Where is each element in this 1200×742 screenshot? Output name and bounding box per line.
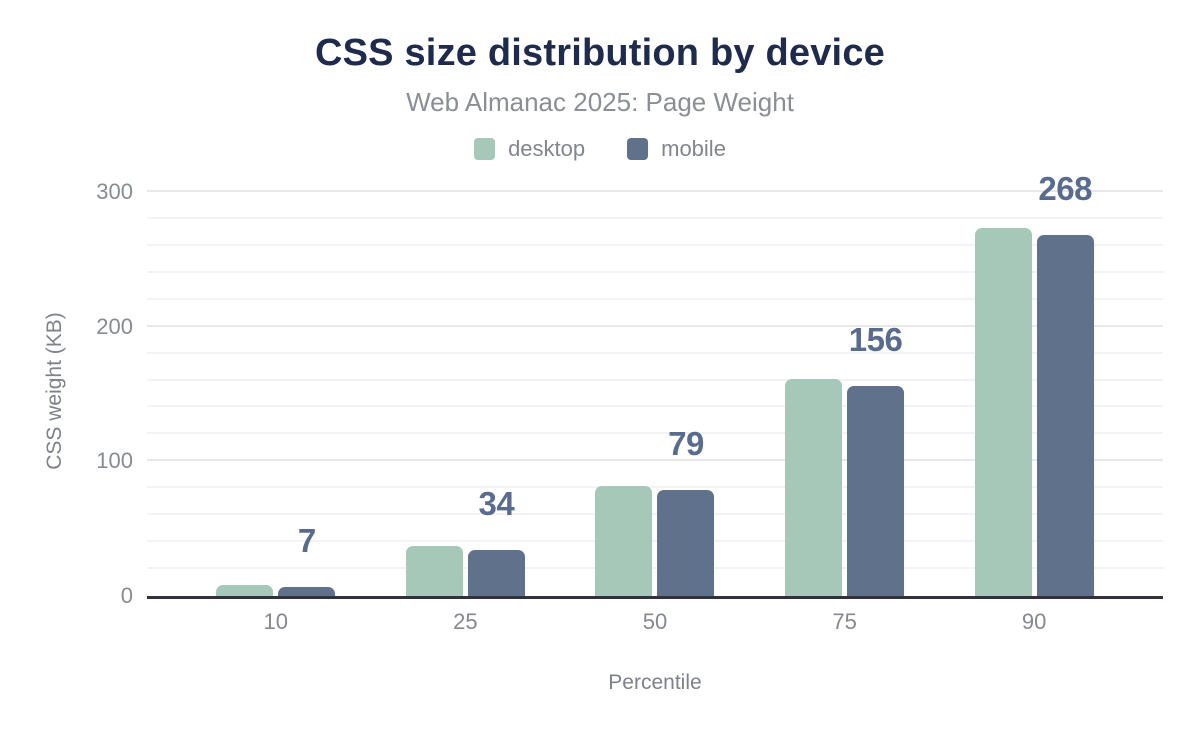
- gridline-280: [147, 216, 1163, 219]
- gridline-80: [147, 486, 1163, 489]
- gridline-200: [147, 324, 1163, 327]
- gridline-260: [147, 243, 1163, 246]
- x-tick-label-75: 75: [832, 609, 857, 634]
- gridline-60: [147, 513, 1163, 516]
- desktop-bar-p90: [974, 228, 1032, 596]
- bar-pair-p50: 79: [595, 427, 715, 596]
- gridline-100: [147, 459, 1163, 462]
- x-tick-label-25: 25: [453, 609, 478, 634]
- x-tick-label-50: 50: [642, 609, 668, 634]
- gridline-180: [147, 351, 1163, 354]
- bar-pair-p90: 268: [974, 172, 1094, 596]
- bar-pair-p75: 156: [785, 323, 905, 596]
- y-tick-label-200: 200: [96, 313, 133, 339]
- desktop-legend-swatch: [474, 138, 496, 160]
- mobile-bar-p90: [1036, 235, 1094, 596]
- data-label-mobile-p75: 156: [848, 320, 903, 358]
- plot-region: 0 100 200 300 7 34 79 156 268: [96, 172, 1163, 608]
- data-label-mobile-p10: 7: [297, 521, 316, 559]
- desktop-legend-label: desktop: [508, 136, 586, 161]
- mobile-bar-p10: [278, 586, 336, 596]
- legend: desktop mobile: [0, 136, 1200, 162]
- legend-item-mobile: mobile: [627, 136, 726, 162]
- mobile-bar-p50: [657, 489, 715, 596]
- mobile-legend-label: mobile: [661, 136, 726, 161]
- y-tick-label-100: 100: [96, 448, 133, 474]
- legend-item-desktop: desktop: [474, 136, 585, 162]
- desktop-bar-p10: [216, 585, 274, 596]
- y-tick-label-300: 300: [96, 179, 133, 204]
- desktop-bar-p75: [785, 379, 843, 596]
- desktop-bar-p50: [595, 485, 653, 596]
- bar-group-p75: 156: [750, 184, 940, 596]
- x-axis-ticks: 10 25 50 75 90: [147, 609, 1163, 635]
- mobile-legend-swatch: [627, 138, 649, 160]
- plot-area: CSS weight (KB) 0 100 200 300 7 34 79 156 268 10…: [43, 172, 1163, 695]
- bar-group-p10: 7: [181, 184, 371, 596]
- gridline-40: [147, 540, 1163, 543]
- mobile-bar-p25: [467, 550, 525, 596]
- bar-group-p50: 79: [560, 184, 750, 596]
- data-label-mobile-p90: 268: [1038, 170, 1092, 208]
- chart-subtitle: Web Almanac 2025: Page Weight: [406, 87, 794, 117]
- y-tick-label-0: 0: [120, 583, 133, 608]
- bar-group-p90: 268: [939, 172, 1129, 596]
- bar-pair-p10: 7: [216, 524, 336, 596]
- bar-pair-p25: 34: [405, 487, 525, 596]
- gridline-220: [147, 297, 1163, 300]
- x-axis-title: Percentile: [608, 671, 702, 694]
- chart-title: CSS size distribution by device: [314, 32, 885, 74]
- gridline-160: [147, 378, 1163, 381]
- gridline-120: [147, 432, 1163, 435]
- gridline-300: [147, 190, 1163, 192]
- x-tick-label-90: 90: [1021, 609, 1047, 634]
- y-axis-title: CSS weight (KB): [43, 312, 66, 470]
- gridline-240: [147, 270, 1163, 273]
- x-tick-label-10: 10: [263, 609, 289, 634]
- mobile-bar-p75: [847, 385, 905, 596]
- gridline-20: [147, 567, 1163, 570]
- gridline-140: [147, 405, 1163, 408]
- data-label-mobile-p25: 34: [478, 485, 515, 523]
- bar-group-p25: 34: [371, 184, 561, 596]
- desktop-bar-p25: [405, 546, 463, 596]
- data-label-mobile-p50: 79: [668, 424, 704, 462]
